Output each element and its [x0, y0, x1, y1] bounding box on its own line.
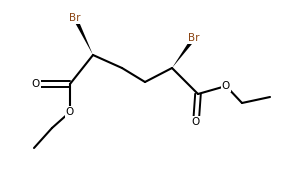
Polygon shape: [172, 37, 196, 68]
Text: O: O: [222, 81, 230, 91]
Text: O: O: [192, 117, 200, 127]
Text: Br: Br: [69, 13, 81, 23]
Polygon shape: [73, 17, 93, 55]
Text: Br: Br: [188, 33, 200, 43]
Text: O: O: [32, 79, 40, 89]
Text: O: O: [66, 107, 74, 117]
